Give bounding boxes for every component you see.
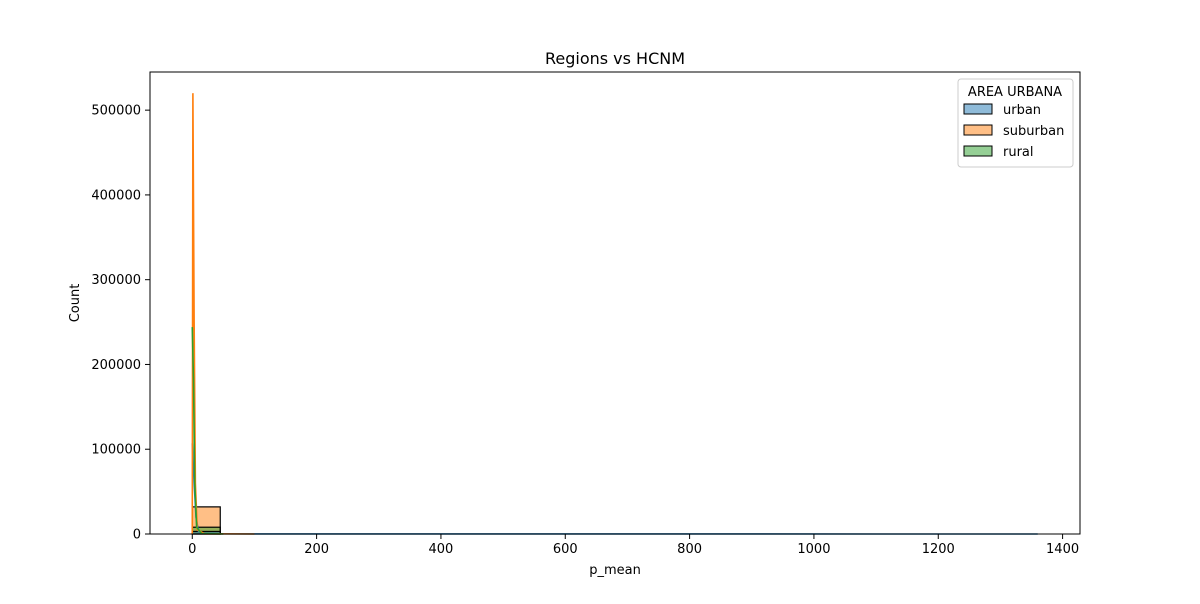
kde-line-suburban <box>191 93 255 535</box>
kde-line-urban <box>191 443 1038 535</box>
legend-swatch-urban <box>963 103 993 115</box>
legend-swatch-rural <box>963 145 993 157</box>
y-tick-label: 100000 <box>91 443 141 458</box>
legend-box <box>957 78 1074 168</box>
x-tick-label: 800 <box>677 542 702 557</box>
legend-title: AREA URBANA <box>968 85 1062 100</box>
x-axis-label: p_mean <box>589 563 641 578</box>
y-tick-label: 400000 <box>91 188 141 203</box>
legend: AREA URBANA urban suburban rural <box>957 78 1074 168</box>
y-tick-label: 0 <box>133 528 141 543</box>
x-tick-label: 1400 <box>1046 542 1079 557</box>
y-tick-label: 500000 <box>91 104 141 119</box>
x-axis-ticks: 0 200 400 600 800 1000 1200 1400 <box>188 534 1079 557</box>
legend-label-rural: rural <box>1003 145 1034 160</box>
y-tick-label: 300000 <box>91 273 141 288</box>
x-tick-label: 1000 <box>797 542 830 557</box>
legend-items: urban suburban rural <box>963 103 1064 160</box>
plot-frame <box>149 71 1081 535</box>
x-tick-label: 600 <box>553 542 578 557</box>
legend-label-urban: urban <box>1003 103 1041 118</box>
x-tick-label: 0 <box>188 542 196 557</box>
x-tick-label: 200 <box>304 542 329 557</box>
y-axis-ticks: 0 100000 200000 300000 400000 500000 <box>91 104 150 543</box>
chart-title: Regions vs HCNM <box>545 49 685 68</box>
y-axis-label: Count <box>68 284 83 323</box>
legend-label-suburban: suburban <box>1003 124 1064 139</box>
x-tick-label: 400 <box>429 542 454 557</box>
y-tick-label: 200000 <box>91 358 141 373</box>
x-tick-label: 1200 <box>922 542 955 557</box>
legend-swatch-suburban <box>963 124 993 136</box>
kde-layer <box>191 93 1038 535</box>
